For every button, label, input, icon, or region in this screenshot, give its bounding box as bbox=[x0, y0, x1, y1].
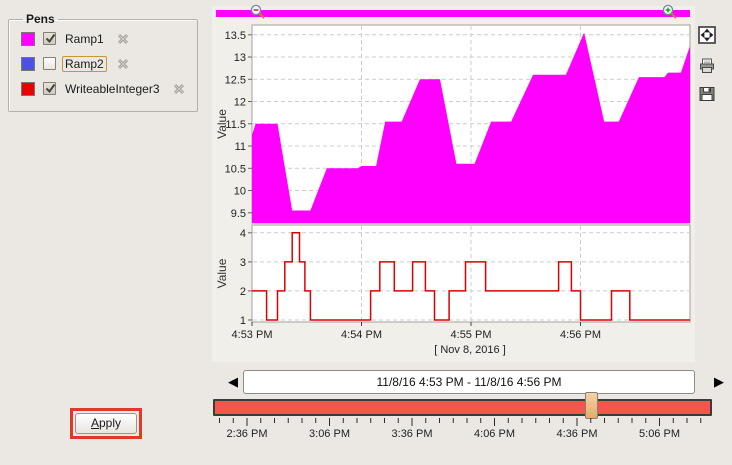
pens-panel-title: Pens bbox=[26, 12, 55, 26]
y-tick-label: 11.5 bbox=[225, 119, 246, 131]
y-tick-label: 10.5 bbox=[225, 163, 246, 175]
pen-row-writeableinteger3: WriteableInteger3 bbox=[21, 80, 197, 97]
y-tick-label: 12.5 bbox=[225, 74, 246, 86]
print-chart-icon[interactable] bbox=[697, 56, 718, 77]
pen-color-swatch bbox=[21, 81, 35, 96]
date-axis-label: [ Nov 8, 2016 ] bbox=[434, 344, 506, 356]
y-tick-label: 2 bbox=[240, 286, 246, 298]
bottom-subplot: 1 2 3 4 Value bbox=[215, 224, 691, 327]
x-tick-label: 4:56 PM bbox=[560, 329, 601, 341]
series-WriteableInteger3 bbox=[252, 232, 690, 321]
y-tick-label: 4 bbox=[240, 228, 246, 240]
date-range-box[interactable]: 11/8/16 4:53 PM - 11/8/16 4:56 PM bbox=[243, 370, 695, 394]
apply-highlight-ring: Apply bbox=[70, 408, 142, 439]
x-tick-label: 4:55 PM bbox=[451, 329, 492, 341]
pens-panel: Pens Ramp1 Ramp2 WriteableInteger3 bbox=[8, 12, 198, 112]
slider-tick-label: 4:06 PM bbox=[474, 428, 515, 440]
y-axis-title: Value bbox=[215, 109, 229, 139]
pen-checkbox[interactable] bbox=[43, 82, 56, 95]
scroll-left-arrow[interactable]: ◀ bbox=[228, 374, 238, 389]
time-slider-ticks bbox=[219, 418, 702, 426]
pen-checkbox[interactable] bbox=[43, 32, 56, 45]
time-slider-handle[interactable] bbox=[585, 392, 598, 419]
y-tick-label: 10 bbox=[234, 186, 246, 198]
remove-pen-icon[interactable] bbox=[172, 82, 186, 96]
plot-area[interactable] bbox=[251, 224, 691, 323]
check-icon bbox=[45, 83, 56, 94]
pen-row-ramp2: Ramp2 bbox=[21, 55, 197, 72]
pen-checkbox[interactable] bbox=[43, 57, 56, 70]
pen-color-strip bbox=[216, 10, 690, 17]
slider-tick-label: 2:36 PM bbox=[226, 428, 268, 440]
time-slider-track[interactable] bbox=[213, 399, 712, 416]
top-subplot: 9.5 10 10.5 11 11.5 12 12.5 13 13.5 Value bbox=[215, 24, 691, 224]
y-tick-label: 13.5 bbox=[225, 30, 246, 42]
x-tick-label: 4:54 PM bbox=[341, 329, 382, 341]
slider-tick-label: 5:06 PM bbox=[639, 428, 680, 440]
slider-tick-label: 3:36 PM bbox=[391, 428, 433, 440]
y-tick-label: 9.5 bbox=[231, 208, 246, 220]
y-tick-label: 11 bbox=[235, 141, 246, 153]
save-chart-icon[interactable] bbox=[697, 84, 718, 105]
remove-pen-icon[interactable] bbox=[116, 57, 130, 71]
zoom-in-icon[interactable] bbox=[662, 4, 677, 19]
y-tick-label: 13 bbox=[234, 52, 246, 64]
chart-panel: 9.5 10 10.5 11 11.5 12 12.5 13 13.5 Value 1 2 3 4 Valu… bbox=[212, 6, 695, 362]
scroll-right-arrow[interactable]: ▶ bbox=[714, 374, 724, 389]
pen-row-ramp1: Ramp1 bbox=[21, 30, 197, 47]
y-tick-label: 1 bbox=[240, 315, 246, 327]
pen-label[interactable]: Ramp1 bbox=[65, 31, 104, 46]
check-icon bbox=[45, 33, 56, 44]
date-range-text: 11/8/16 4:53 PM - 11/8/16 4:56 PM bbox=[376, 375, 562, 389]
slider-tick-label: 3:06 PM bbox=[309, 428, 350, 440]
zoom-out-icon[interactable] bbox=[250, 4, 265, 19]
y-tick-label: 12 bbox=[234, 97, 246, 109]
x-tick-label: 4:53 PM bbox=[232, 329, 273, 341]
remove-pen-icon[interactable] bbox=[116, 32, 130, 46]
slider-tick-label: 4:36 PM bbox=[556, 428, 598, 440]
apply-button[interactable]: Apply bbox=[75, 413, 137, 434]
pen-color-swatch bbox=[21, 56, 35, 71]
maximize-chart-icon[interactable] bbox=[697, 25, 718, 46]
pen-color-swatch bbox=[21, 31, 35, 46]
y-tick-label: 3 bbox=[240, 257, 246, 269]
pen-label[interactable]: WriteableInteger3 bbox=[65, 81, 160, 96]
y-axis-title: Value bbox=[215, 258, 229, 288]
pen-label[interactable]: Ramp2 bbox=[62, 55, 107, 72]
series-Ramp1 bbox=[252, 32, 690, 223]
easy-chart: 9.51010.51111.51212.51313.5Value1234Valu… bbox=[215, 10, 691, 356]
